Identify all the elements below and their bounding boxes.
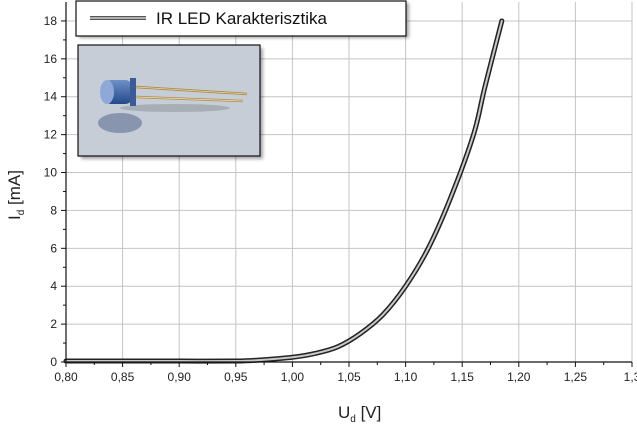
y-tick-label: 6 — [50, 241, 57, 255]
data-point — [472, 133, 475, 136]
data-point — [336, 346, 339, 348]
x-tick-label: 1,10 — [394, 370, 418, 384]
y-tick-label: 12 — [44, 128, 58, 142]
series-curve — [63, 18, 505, 364]
data-point — [484, 86, 486, 89]
y-tick-label: 10 — [44, 166, 58, 180]
data-point — [501, 20, 503, 22]
x-axis-title: Ud [V] — [338, 403, 381, 425]
y-tick-label: 8 — [50, 203, 57, 217]
y-tick-label: 18 — [44, 14, 58, 28]
legend-label: IR LED Karakterisztika — [156, 9, 328, 28]
x-tick-label: 1,05 — [337, 370, 361, 384]
y-axis-title: Id [mA] — [5, 170, 27, 220]
x-tick-label: 1,15 — [451, 370, 475, 384]
y-tick-label: 16 — [44, 52, 58, 66]
data-point — [427, 247, 430, 250]
x-tick-label: 0,90 — [168, 370, 192, 384]
x-tick-label: 1,25 — [564, 370, 588, 384]
data-point — [257, 359, 260, 361]
ticks: 0,80 0,85 0,90 0,95 1,00 1,05 1,10 1,15 1,20 1,25… — [44, 14, 637, 384]
data-point — [382, 313, 384, 316]
legend: IR LED Karakterisztika — [75, 0, 409, 38]
x-tick-label: 1,00 — [281, 370, 305, 384]
data-point — [404, 285, 407, 288]
y-tick-label: 4 — [50, 279, 57, 293]
y-tick-label: 2 — [50, 317, 57, 331]
x-tick-label: 1,3 — [624, 370, 637, 384]
y-tick-label: 14 — [44, 90, 58, 104]
data-point — [359, 332, 362, 335]
x-tick-label: 0,80 — [54, 370, 78, 384]
ir-led-photo — [77, 44, 263, 159]
x-tick-label: 1,20 — [507, 370, 531, 384]
data-point — [314, 352, 316, 355]
data-point — [291, 356, 294, 359]
series-line — [65, 19, 503, 363]
y-tick-label: 0 — [50, 355, 57, 369]
data-point — [450, 196, 452, 198]
x-tick-label: 0,95 — [224, 370, 248, 384]
x-tick-label: 0,85 — [111, 370, 135, 384]
